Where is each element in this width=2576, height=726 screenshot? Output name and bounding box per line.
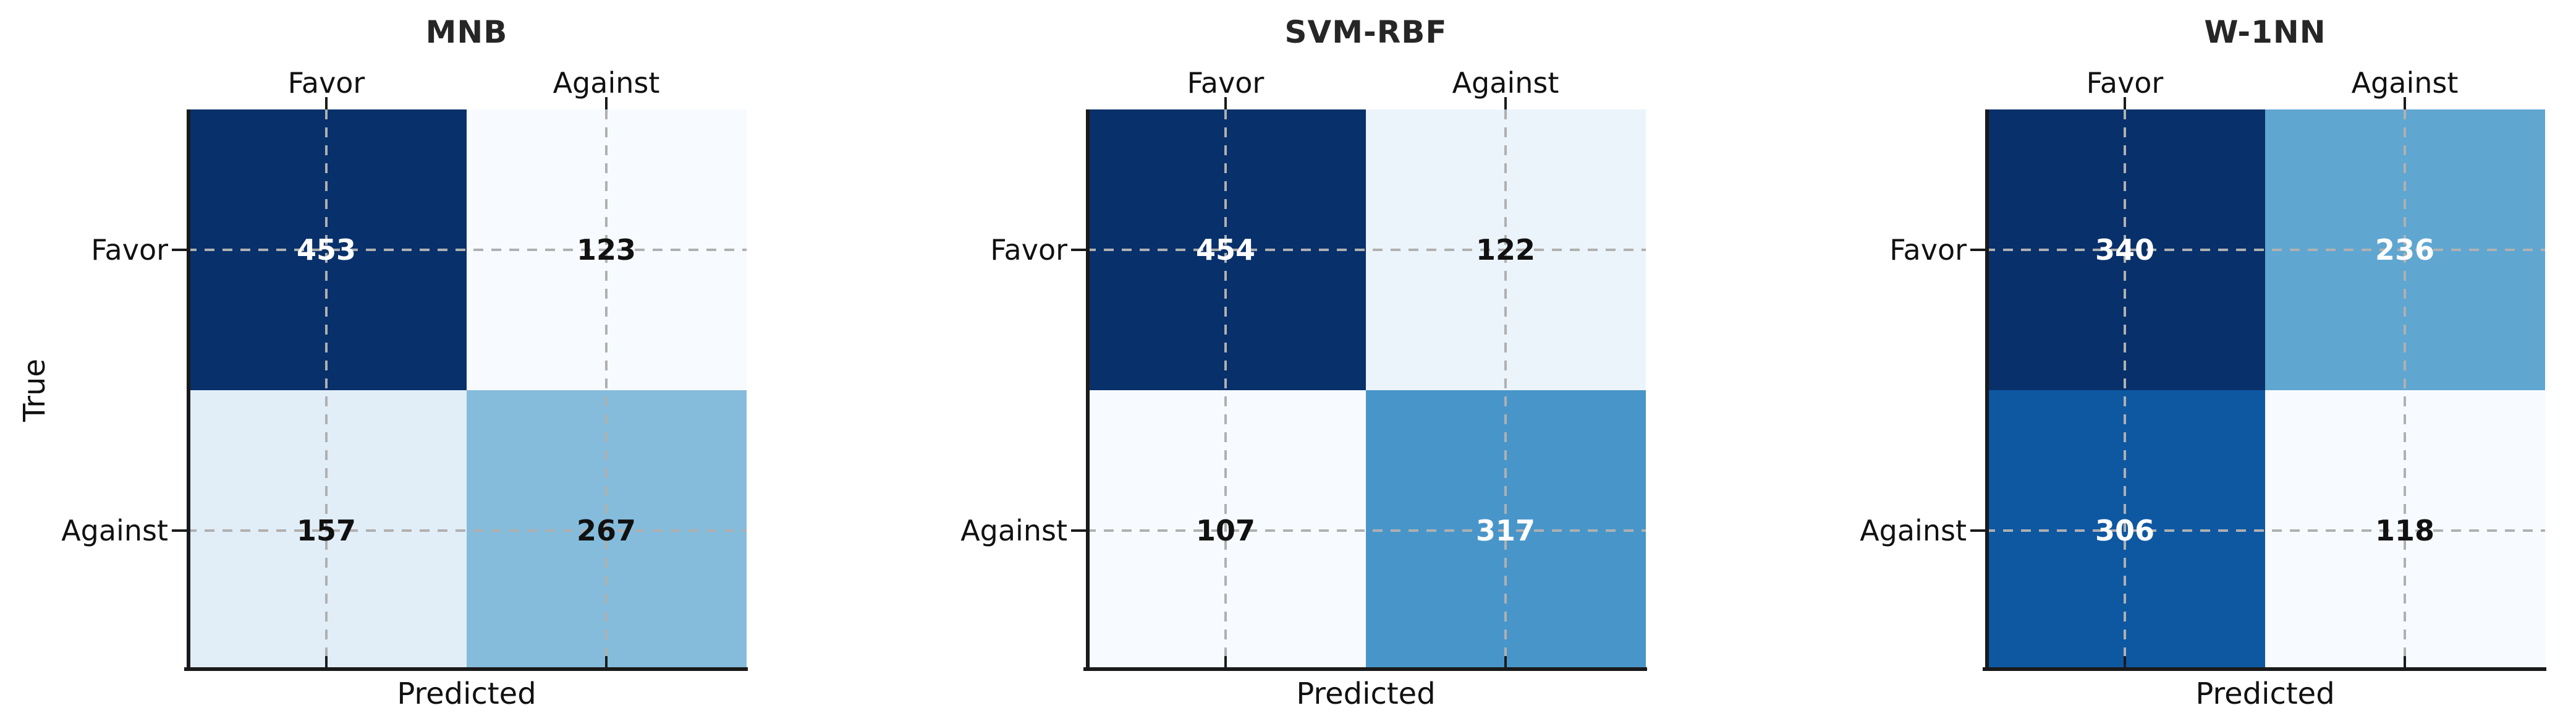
cell-value: 453 bbox=[296, 233, 357, 267]
cell-value: 123 bbox=[576, 233, 637, 267]
heatmap-matrix: 340 236 306 118 bbox=[1970, 97, 2546, 671]
x-tick-label-against: Against bbox=[553, 66, 660, 100]
cell-value: 122 bbox=[1475, 233, 1536, 267]
cell-value: 107 bbox=[1195, 514, 1256, 547]
x-axis-label: Predicted bbox=[397, 677, 536, 711]
y-tick-label-against: Against bbox=[1860, 514, 1967, 547]
y-axis-label: True bbox=[17, 359, 52, 422]
cell-value: 157 bbox=[296, 514, 357, 547]
cell-value: 317 bbox=[1475, 514, 1536, 547]
cell-value: 306 bbox=[2095, 514, 2155, 547]
panel-title: MNB bbox=[425, 14, 508, 50]
y-tick-label-against: Against bbox=[61, 514, 168, 547]
x-tick-label-favor: Favor bbox=[287, 66, 365, 100]
x-axis-label: Predicted bbox=[2195, 677, 2335, 711]
cell-value: 118 bbox=[2375, 514, 2435, 547]
x-tick-label-favor: Favor bbox=[1187, 66, 1265, 100]
cell-value: 454 bbox=[1195, 233, 1256, 267]
heatmap-matrix: 454 122 107 317 bbox=[1071, 97, 1647, 671]
y-tick-label-favor: Favor bbox=[1889, 233, 1967, 267]
panel-title: W-1NN bbox=[2204, 14, 2326, 50]
confusion-matrix-panel-svm-rbf: SVM-RBF Favor Against Favor Against 454 … bbox=[960, 0, 1647, 726]
cell-value: 340 bbox=[2095, 233, 2155, 267]
cell-value: 267 bbox=[576, 514, 637, 547]
y-tick-label-against: Against bbox=[960, 514, 1067, 547]
y-tick-label-favor: Favor bbox=[990, 233, 1067, 267]
x-axis-label: Predicted bbox=[1296, 677, 1436, 711]
confusion-matrix-panel-w-1nn: W-1NN Favor Against Favor Against 340 23… bbox=[1860, 0, 2546, 726]
x-tick-label-favor: Favor bbox=[2086, 66, 2164, 100]
confusion-matrix-panel-mnb: MNB Favor Against Favor Against 453 123 … bbox=[17, 0, 748, 726]
heatmap-matrix: 453 123 157 267 bbox=[172, 97, 748, 671]
x-tick-label-against: Against bbox=[1452, 66, 1559, 100]
x-tick-label-against: Against bbox=[2351, 66, 2459, 100]
panel-title: SVM-RBF bbox=[1284, 14, 1447, 50]
y-tick-label-favor: Favor bbox=[91, 233, 168, 267]
cell-value: 236 bbox=[2375, 233, 2435, 267]
